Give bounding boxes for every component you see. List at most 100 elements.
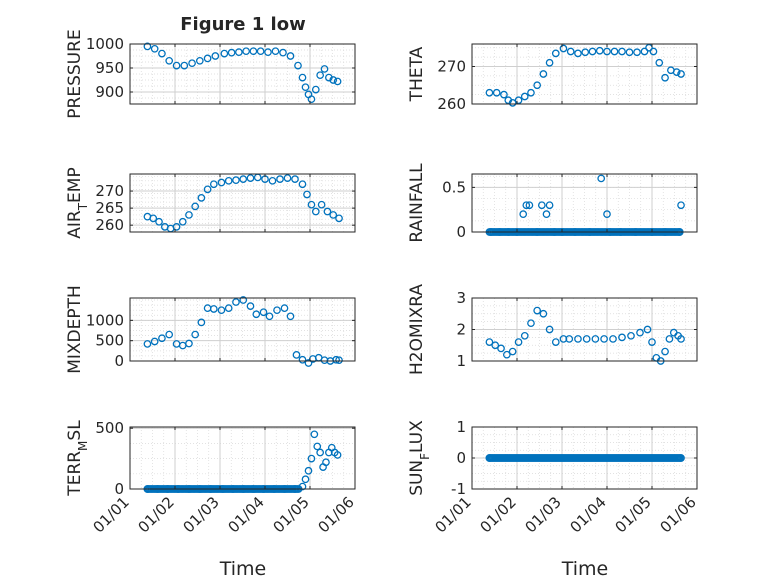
data-point (249, 47, 258, 56)
data-point (588, 47, 597, 56)
data-point (307, 454, 316, 463)
data-point (280, 304, 289, 313)
y-tick-label: 0 (114, 352, 124, 370)
x-axis-label-right: Time (561, 558, 609, 580)
x-tick-label: 01/02 (135, 493, 178, 536)
data-point (292, 351, 301, 359)
data-point (519, 210, 528, 219)
y-axis-label: H2OMIXRA (407, 284, 427, 375)
axes-rainfall: 0 0.5 RAINFALL (407, 163, 698, 243)
data-point (537, 201, 546, 210)
y-axis-label: SUNFLUX (407, 420, 432, 496)
data-point (618, 333, 626, 342)
data-point (211, 52, 220, 60)
data-point (520, 92, 529, 101)
data-point (242, 47, 250, 56)
data-point (600, 335, 608, 343)
x-tick-label: 01/06 (657, 493, 700, 536)
data-point (581, 48, 590, 57)
data-point (155, 217, 163, 226)
x-tick-label: 01/03 (522, 493, 565, 536)
data-point (283, 174, 292, 182)
data-point (158, 334, 166, 343)
x-tick-label: 01/01 (90, 493, 133, 536)
data-point (491, 341, 500, 350)
data-point (316, 71, 325, 80)
y-tick-label: 0 (456, 449, 466, 467)
data-point (291, 175, 299, 183)
x-tick-label: 01/04 (567, 493, 610, 536)
axes-box (471, 173, 698, 233)
data-point (665, 335, 674, 343)
data-point (310, 430, 319, 439)
data-point (661, 347, 669, 356)
data-point (574, 49, 582, 58)
data-point (304, 466, 313, 475)
data-point (271, 47, 280, 56)
data-point (591, 335, 600, 343)
y-tick-label: 270 (437, 58, 466, 76)
data-point (545, 201, 554, 210)
data-point (545, 325, 554, 334)
data-point (279, 48, 287, 57)
data-point (252, 310, 261, 319)
x-tick-label: 01/05 (612, 493, 655, 536)
data-point (582, 335, 591, 343)
data-point (239, 175, 248, 183)
x-tick-label: 01/02 (477, 493, 520, 536)
data-point (676, 454, 685, 462)
y-axis-label: MIXDEPTH (65, 285, 85, 374)
y-tick-label: 3 (456, 289, 466, 307)
data-point (197, 194, 206, 202)
y-axis-label: AIRTEMP (65, 167, 90, 238)
axes-h2omixra: 1 2 3 H2OMIXRA (407, 284, 698, 375)
data-point (633, 48, 641, 57)
data-point (307, 200, 316, 209)
data-point (485, 338, 494, 346)
data-point (298, 180, 307, 189)
axes-box (129, 173, 356, 233)
data-point (203, 54, 212, 63)
data-point (239, 296, 248, 304)
data-point (165, 330, 174, 339)
data-point (311, 207, 320, 216)
data-point (514, 96, 523, 105)
data-point (640, 47, 649, 56)
data-point (232, 298, 240, 306)
data-point (595, 46, 604, 55)
data-point (311, 85, 320, 94)
axes-box (471, 43, 698, 105)
x-axis-label-left: Time (219, 558, 267, 580)
data-point (566, 47, 575, 56)
data-point (143, 42, 152, 51)
data-point (514, 338, 523, 346)
data-point (298, 73, 307, 82)
data-point (264, 48, 272, 57)
data-point (165, 56, 174, 65)
data-point (298, 355, 307, 364)
data-point (329, 211, 338, 219)
figure-title: Figure 1 low (180, 14, 305, 35)
data-point (143, 340, 152, 348)
data-point (520, 331, 529, 340)
data-point (246, 302, 255, 310)
data-point (574, 335, 582, 343)
data-point (235, 48, 243, 57)
data-point (246, 174, 255, 182)
data-point (655, 58, 664, 67)
data-point (301, 475, 310, 484)
plot-area (472, 174, 697, 232)
x-tick-label: 01/05 (270, 493, 313, 536)
data-point (322, 458, 330, 467)
x-tick-label: 01/03 (180, 493, 223, 536)
data-point (522, 201, 531, 210)
data-point (307, 95, 316, 104)
x-tick-label: 01/01 (432, 493, 475, 536)
data-point (627, 331, 635, 340)
data-point (525, 201, 534, 210)
y-tick-label: -1 (451, 480, 466, 498)
